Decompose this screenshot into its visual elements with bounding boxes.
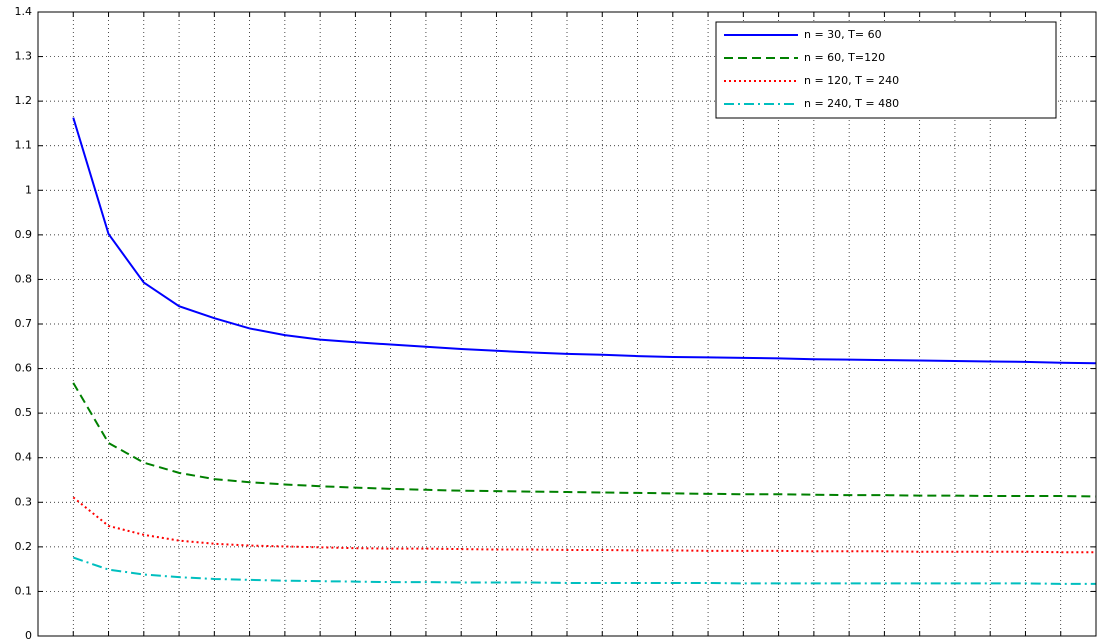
- x-tick-label: 1: [70, 642, 77, 644]
- legend-label-4: n = 240, T = 480: [804, 97, 899, 110]
- x-tick-label: 19: [701, 642, 715, 644]
- x-tick-label: 14: [525, 642, 539, 644]
- y-tick-label: 0.2: [15, 540, 33, 553]
- y-tick-label: 0.5: [15, 406, 33, 419]
- x-tick-label: 15: [560, 642, 574, 644]
- y-tick-label: 0: [25, 629, 32, 642]
- x-tick-label: 27: [983, 642, 997, 644]
- series-line-4: [72, 556, 1096, 585]
- x-tick-label: 11: [419, 642, 433, 644]
- x-tick-label: 9: [352, 642, 359, 644]
- x-tick-label: 23: [842, 642, 856, 644]
- y-tick-label: 1.3: [15, 50, 33, 63]
- series-line-2: [72, 382, 1097, 498]
- x-tick-label: 16: [595, 642, 609, 644]
- x-tick-label: 7: [281, 642, 288, 644]
- x-tick-label: 26: [948, 642, 962, 644]
- legend-label-2: n = 60, T=120: [804, 51, 885, 64]
- y-tick-label: 1.1: [15, 139, 33, 152]
- y-tick-label: 0.8: [15, 272, 33, 285]
- x-tick-label: 4: [176, 642, 183, 644]
- x-tick-label: 8: [317, 642, 324, 644]
- y-tick-label: 1: [25, 183, 32, 196]
- x-tick-label: 3: [140, 642, 147, 644]
- x-tick-label: 20: [736, 642, 750, 644]
- y-tick-label: 0.6: [15, 362, 33, 375]
- x-tick-label: 2: [105, 642, 112, 644]
- x-tick-label: 29: [1054, 642, 1068, 644]
- y-tick-label: 0.7: [15, 317, 33, 330]
- y-tick-label: 0.4: [15, 451, 33, 464]
- y-tick-label: 0.1: [15, 584, 33, 597]
- x-tick-label: 22: [807, 642, 821, 644]
- legend-label-1: n = 30, T= 60: [804, 28, 882, 41]
- y-tick-label: 0.9: [15, 228, 33, 241]
- legend-label-3: n = 120, T = 240: [804, 74, 899, 87]
- x-tick-label: 13: [489, 642, 503, 644]
- legend-items: n = 30, T= 60 n = 60, T=120 n = 120, T = 2…: [724, 28, 899, 110]
- x-tick-label: 24: [877, 642, 891, 644]
- x-tick-label: 12: [454, 642, 468, 644]
- x-tick-label: 5: [211, 642, 218, 644]
- x-tick-label: 30: [1089, 642, 1101, 644]
- grid: [38, 12, 1096, 636]
- series-group: [72, 117, 1097, 585]
- y-tick-label: 1.4: [15, 5, 33, 18]
- x-tick-labels: 0123456789101112131415161718192021222324…: [35, 642, 1101, 644]
- tick-marks: [37, 11, 1097, 637]
- y-tick-label: 1.2: [15, 94, 33, 107]
- x-tick-label: 6: [246, 642, 253, 644]
- x-tick-label: 0: [35, 642, 42, 644]
- x-tick-label: 10: [384, 642, 398, 644]
- series-line-1: [72, 117, 1097, 365]
- y-tick-label: 0.3: [15, 495, 33, 508]
- x-tick-label: 25: [913, 642, 927, 644]
- x-tick-label: 18: [666, 642, 680, 644]
- x-tick-label: 28: [1018, 642, 1032, 644]
- legend-box: [715, 21, 1057, 119]
- x-tick-label: 21: [772, 642, 786, 644]
- x-tick-label: 17: [631, 642, 645, 644]
- y-tick-labels: 0 0.1 0.2 0.3 0.4 0.5 0.6 0.7 0.8 0.9 1 1.1 1.2 1.3 1.…: [15, 5, 33, 642]
- legend: n = 30, T= 60 n = 60, T=120 n = 120, T = 2…: [715, 21, 1057, 119]
